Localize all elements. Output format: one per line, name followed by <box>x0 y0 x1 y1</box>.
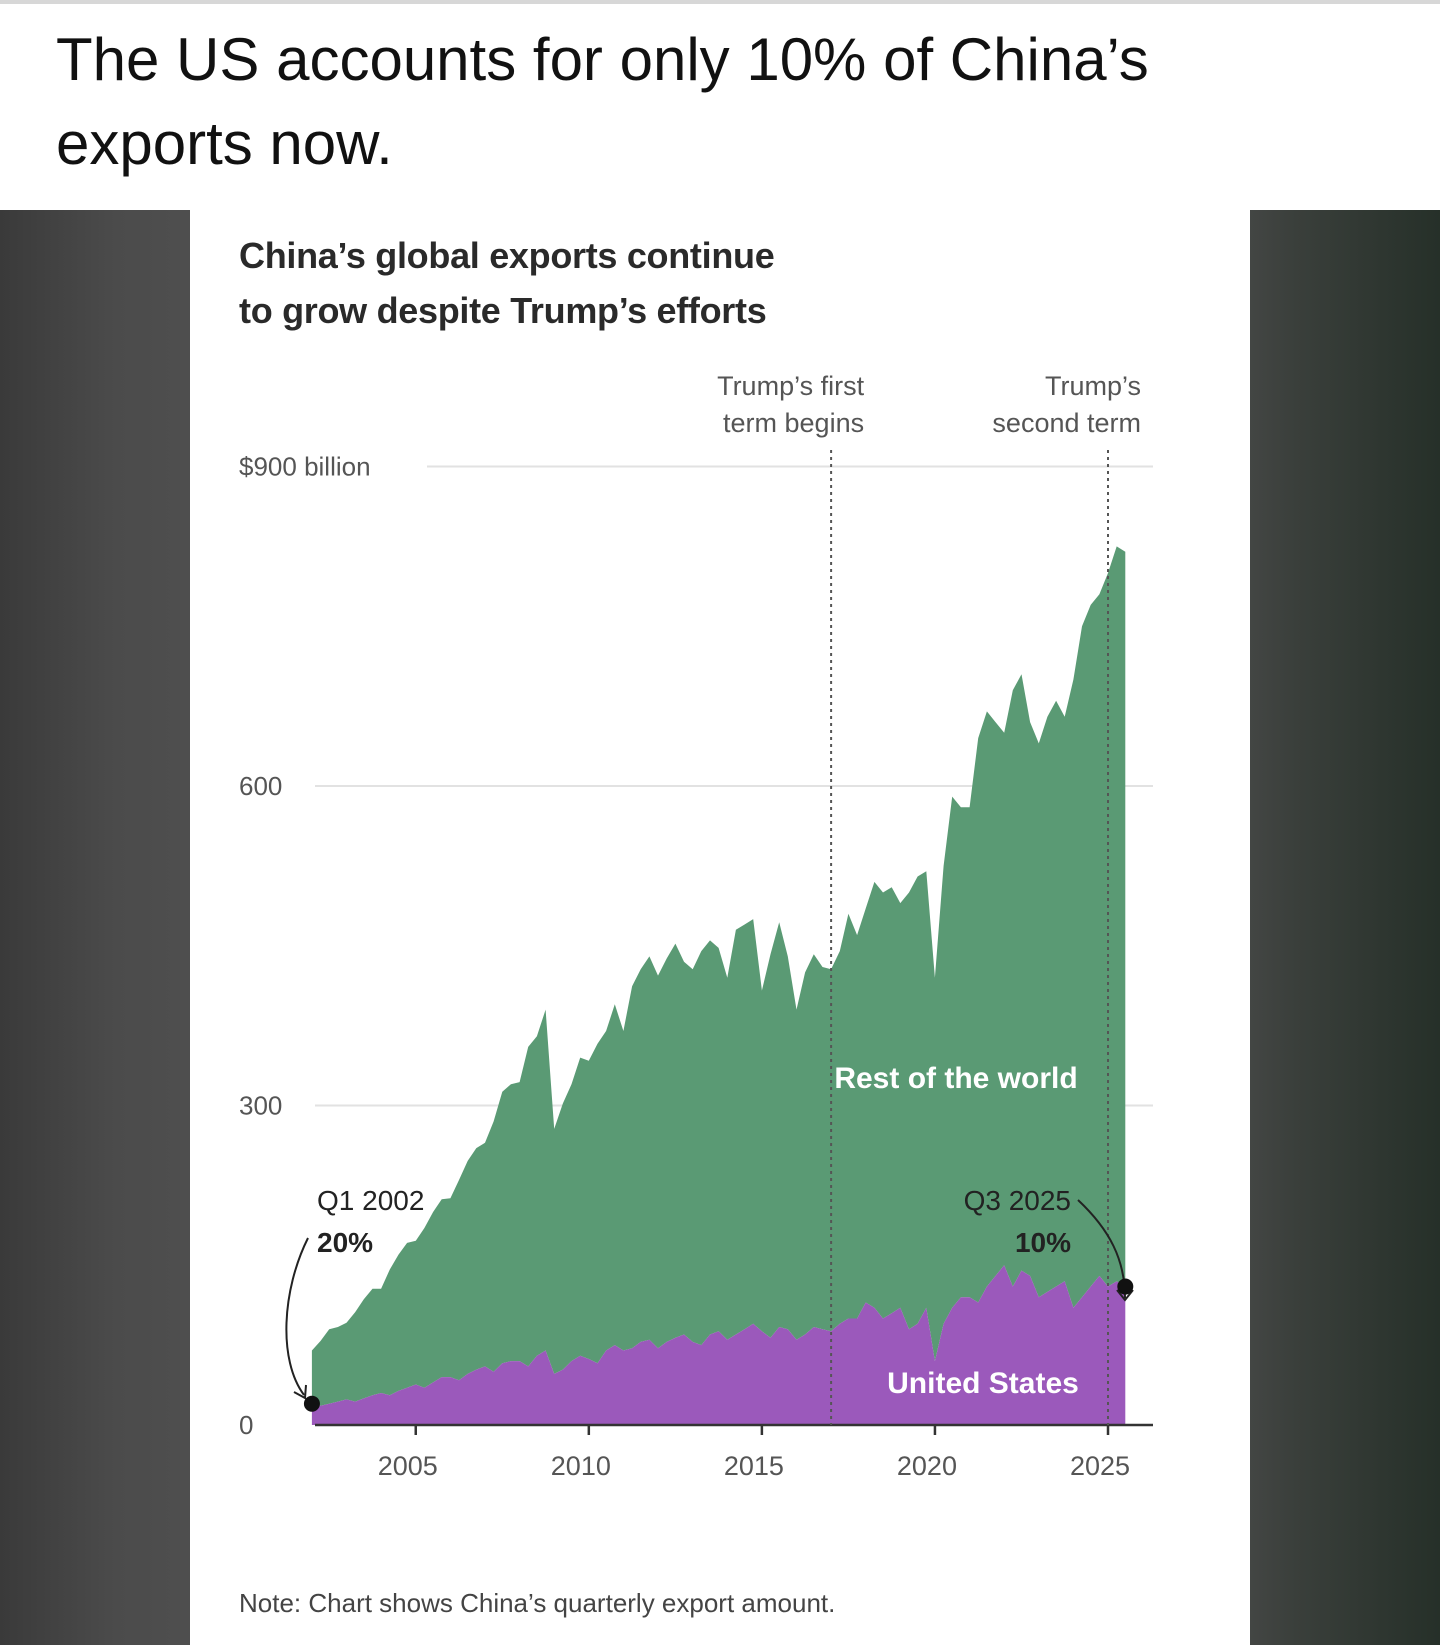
term-label-0: Trump’s first term begins <box>717 371 865 438</box>
data-point-q1-2002 <box>303 1395 320 1412</box>
callout-value-q3-2025: 10% <box>1015 1227 1071 1258</box>
chart-title-line-2: to grow despite Trump’s efforts <box>239 290 767 331</box>
chart-card: China’s global exports continue to grow … <box>190 210 1250 1645</box>
x-axis: 2005 2010 2015 2020 2025 <box>315 1423 1153 1481</box>
areas <box>311 546 1126 1425</box>
post-headline: The US accounts for only 10% of China’s … <box>56 26 1149 177</box>
chart-title-line-1: China’s global exports continue <box>239 235 775 276</box>
y-tick-label-1: 300 <box>239 1091 282 1121</box>
top-rule <box>0 0 1440 4</box>
callout-arrowhead-q3-2025 <box>1116 1289 1134 1302</box>
chart-title: China’s global exports continue to grow … <box>239 228 939 338</box>
x-tick-label-4: 2025 <box>1070 1451 1130 1481</box>
data-point-q3-2025 <box>1117 1278 1134 1295</box>
annotations: Trump’s first term begins Trump’s second te… <box>285 371 1141 1425</box>
y-tick-labels: 0 300 600 $900 billion <box>239 452 371 1441</box>
y-tick-label-2: 600 <box>239 771 282 801</box>
callout-arrowhead-q1-2002 <box>293 1384 307 1400</box>
x-tick-label-1: 2010 <box>551 1451 611 1481</box>
x-tick-label-2: 2015 <box>724 1451 784 1481</box>
callout-arrow-q1-2002 <box>285 1237 309 1396</box>
chart-note: Note: Chart shows China’s quarterly expo… <box>239 1588 836 1618</box>
exports-area-chart: 2005 2010 2015 2020 2025 0 300 600 $900 billion… <box>239 371 1153 1481</box>
series-area-united-states <box>311 1265 1126 1425</box>
x-tick-label-3: 2020 <box>897 1451 957 1481</box>
callout-label-q3-2025: Q3 2025 <box>964 1185 1071 1216</box>
y-tick-label-3: $900 billion <box>239 452 371 482</box>
series-label-rest-of-world: Rest of the world <box>834 1062 1077 1095</box>
callout-value-q1-2002: 20% <box>317 1227 373 1258</box>
y-tick-label-0: 0 <box>239 1410 253 1440</box>
callout-label-q1-2002: Q1 2002 <box>317 1185 424 1216</box>
term-label-1: Trump’s second term <box>992 371 1141 438</box>
series-label-united-states: United States <box>887 1367 1079 1400</box>
x-tick-label-0: 2005 <box>378 1451 438 1481</box>
series-area-rest-of-world <box>311 546 1126 1406</box>
